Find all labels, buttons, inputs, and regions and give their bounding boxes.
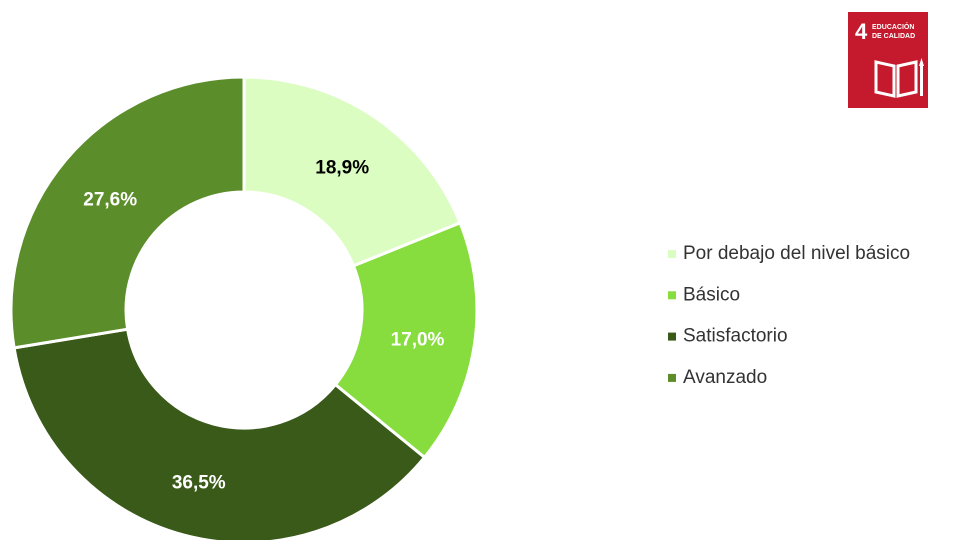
data-label: 17,0%	[391, 329, 445, 350]
badge-number: 4	[855, 19, 868, 44]
donut-segment	[333, 220, 479, 460]
legend-label: Por debajo del nivel básico	[683, 243, 910, 264]
data-label: 18,9%	[315, 158, 369, 179]
data-label: 27,6%	[83, 189, 137, 210]
legend-marker	[668, 373, 676, 382]
pencil-tip	[919, 58, 924, 66]
donut-segment	[12, 327, 427, 540]
legend-marker	[668, 250, 676, 258]
pencil-icon	[920, 66, 923, 96]
legend-marker	[668, 291, 676, 300]
badge-text: DE CALIDAD	[872, 33, 915, 40]
book-icon	[874, 60, 918, 98]
legend-label: Satisfactorio	[683, 326, 788, 347]
data-label: 36,5%	[172, 473, 226, 494]
donut-segment	[9, 75, 246, 350]
badge-text: EDUCACIÓN	[872, 22, 914, 31]
legend-marker	[668, 332, 676, 341]
donut-segment	[242, 75, 463, 268]
badge: 4 EDUCACIÓN DE CALIDAD	[848, 12, 928, 108]
legend-label: Básico	[683, 284, 740, 305]
legend-label: Avanzado	[683, 367, 767, 388]
